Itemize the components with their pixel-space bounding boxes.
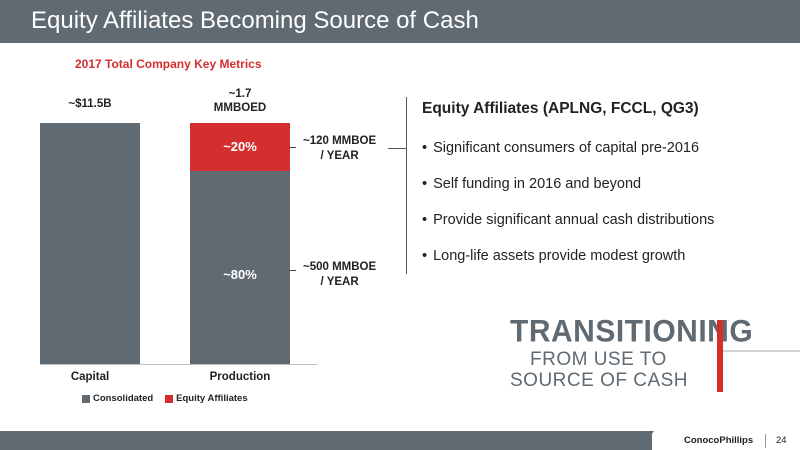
chart-title: 2017 Total Company Key Metrics	[75, 57, 262, 71]
consolidated-volume-line2: / YEAR	[320, 276, 359, 288]
total-label-production: ~1.7 MMBOED	[190, 87, 290, 115]
consolidated-volume-label: ~500 MMBOE / YEAR	[303, 260, 376, 290]
bracket-vertical	[406, 97, 407, 274]
x-axis-line	[40, 364, 317, 365]
bullet-dot: •	[422, 140, 428, 156]
category-label-capital: Capital	[70, 371, 110, 383]
equity-volume-line1: ~120 MMBOE	[303, 135, 377, 147]
bullet-item: • Self funding in 2016 and beyond	[422, 175, 714, 211]
footer-bar-angle	[640, 431, 654, 450]
bullet-text: Self funding in 2016 and beyond	[433, 176, 642, 192]
legend-swatch-equity-affiliates	[165, 394, 174, 403]
legend-label-consolidated: Consolidated	[93, 393, 154, 404]
segment-label-consolidated: ~80%	[223, 267, 257, 283]
transition-line-2: FROM USE TO	[530, 349, 667, 370]
transition-gray-rule	[723, 350, 800, 352]
bullet-dot: •	[422, 176, 428, 192]
category-label-production: Production	[209, 371, 271, 383]
bullet-dot: •	[422, 248, 428, 264]
equity-affiliates-heading: Equity Affiliates (APLNG, FCCL, QG3)	[422, 100, 699, 117]
total-label-production-line1: ~1.7	[228, 88, 252, 100]
consolidated-volume-line1: ~500 MMBOE	[303, 261, 377, 273]
equity-volume-label: ~120 MMBOE / YEAR	[303, 134, 376, 164]
legend-item-consolidated: Consolidated	[82, 393, 153, 404]
bullet-item: • Significant consumers of capital pre-20…	[422, 139, 714, 175]
total-label-capital: ~$11.5B	[68, 98, 112, 110]
transition-line-1: TRANSITIONING	[510, 314, 754, 349]
transition-red-bar	[717, 320, 723, 392]
bracket-connector	[388, 148, 406, 149]
footer-separator	[765, 434, 766, 448]
bullet-item: • Provide significant annual cash distrib…	[422, 211, 714, 247]
bullet-dot: •	[422, 212, 428, 228]
bullet-text: Significant consumers of capital pre-201…	[433, 140, 700, 156]
bar-capital-consolidated	[40, 123, 140, 364]
equity-volume-tick	[290, 147, 296, 148]
equity-bullet-list: • Significant consumers of capital pre-20…	[422, 139, 714, 283]
bar-production-consolidated	[190, 171, 290, 364]
bar-production-equity-affiliates	[190, 123, 290, 172]
legend-label-equity-affiliates: Equity Affiliates	[176, 393, 248, 404]
slide-title: Equity Affiliates Becoming Source of Cas…	[31, 7, 479, 34]
legend-item-equity-affiliates: Equity Affiliates	[165, 393, 248, 404]
company-logo: ConocoPhillips	[684, 435, 754, 446]
bullet-text: Provide significant annual cash distribu…	[433, 212, 715, 228]
equity-volume-line2: / YEAR	[320, 150, 359, 162]
bullet-text: Long-life assets provide modest growth	[433, 248, 686, 264]
chart-legend: Consolidated Equity Affiliates	[82, 393, 260, 404]
segment-label-equity: ~20%	[223, 139, 257, 155]
footer-bar	[0, 431, 652, 450]
bullet-item: • Long-life assets provide modest growth	[422, 247, 714, 283]
consolidated-volume-tick	[290, 270, 296, 271]
total-label-production-line2: MMBOED	[213, 102, 267, 114]
legend-swatch-consolidated	[82, 394, 90, 403]
title-bar	[0, 0, 800, 43]
transition-line-3: SOURCE OF CASH	[510, 370, 689, 391]
page-number: 24	[776, 435, 787, 446]
